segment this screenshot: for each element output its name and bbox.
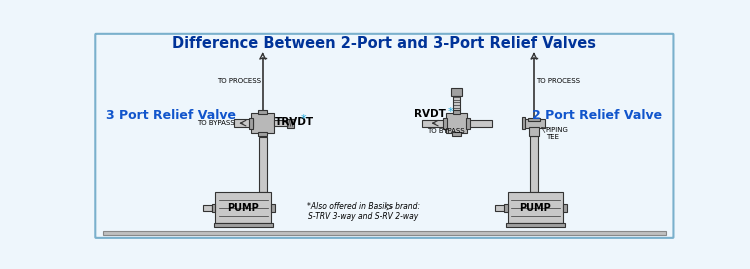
Text: TO BYPASS: TO BYPASS <box>427 128 464 134</box>
Bar <box>530 136 538 192</box>
Bar <box>522 117 526 129</box>
Bar <box>274 120 287 126</box>
Bar <box>523 119 544 128</box>
Bar <box>506 223 565 227</box>
Text: TO BYPASS: TO BYPASS <box>197 120 235 126</box>
Text: 3 Port Relief Valve: 3 Port Relief Valve <box>106 109 236 122</box>
Bar <box>442 118 447 129</box>
Bar <box>272 204 275 212</box>
Bar <box>452 109 460 114</box>
Bar <box>451 89 462 96</box>
Bar <box>466 118 470 129</box>
Bar <box>528 118 540 121</box>
Bar <box>249 118 253 129</box>
Bar <box>446 113 467 133</box>
Bar <box>286 119 294 128</box>
Text: RVDT: RVDT <box>414 109 446 119</box>
Bar <box>234 119 253 127</box>
Text: *Also offered in Basiks brand:
S-TRV 3-way and S-RV 2-way: *Also offered in Basiks brand: S-TRV 3-w… <box>307 202 420 221</box>
Text: TO PROCESS: TO PROCESS <box>536 78 580 84</box>
Bar <box>103 231 666 235</box>
Bar <box>563 204 567 212</box>
Bar <box>211 204 215 212</box>
Bar <box>215 192 272 223</box>
Text: *: * <box>447 107 453 116</box>
Bar <box>530 127 538 136</box>
Text: TRVDT: TRVDT <box>275 116 314 127</box>
Bar <box>258 132 267 136</box>
Text: 2 Port Relief Valve: 2 Port Relief Valve <box>532 109 662 122</box>
Bar <box>203 205 212 211</box>
Text: TO PROCESS: TO PROCESS <box>217 78 261 84</box>
Bar <box>258 110 267 114</box>
Text: *: * <box>301 114 306 124</box>
Text: Difference Between 2-Port and 3-Port Relief Valves: Difference Between 2-Port and 3-Port Rel… <box>172 36 596 51</box>
Bar <box>422 120 444 127</box>
Bar <box>214 223 273 227</box>
Bar <box>259 137 266 192</box>
Bar <box>508 192 563 223</box>
FancyBboxPatch shape <box>95 34 674 238</box>
Text: PUMP: PUMP <box>227 203 260 213</box>
Bar <box>469 120 492 127</box>
Bar <box>251 113 274 133</box>
Bar <box>452 132 461 136</box>
Text: PIPING
TEE: PIPING TEE <box>545 127 568 140</box>
Bar <box>504 204 508 212</box>
Text: PUMP: PUMP <box>520 203 551 213</box>
Bar <box>495 205 505 211</box>
Bar <box>452 96 460 110</box>
